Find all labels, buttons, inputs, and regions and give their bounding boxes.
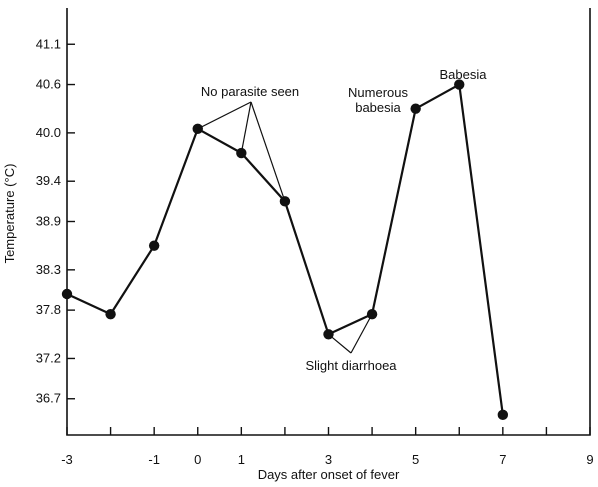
x-tick-label: 1 (238, 452, 245, 467)
annotation-no-parasite: No parasite seen (201, 84, 299, 99)
x-tick-label: 9 (586, 452, 593, 467)
y-tick-label: 39.4 (36, 173, 61, 188)
annotation-numerous-babesia: Numerous babesia (348, 85, 408, 115)
annotation-leader (328, 333, 352, 354)
y-tick-label: 40.6 (36, 77, 61, 92)
annotation-babesia: Babesia (440, 67, 488, 82)
tick-marks: 36.7 37.2 37.8 38.3 38.9 39.4 40.0 40.6 41.1 -3 -1… (36, 36, 594, 467)
y-axis-title: Temperature (°C) (2, 164, 17, 264)
data-point (61, 288, 73, 300)
annotations: No parasite seen Numerous babesia Babesia Sl… (197, 67, 488, 373)
x-tick-label: 3 (325, 452, 332, 467)
annotation-leader (350, 313, 373, 354)
data-point (148, 240, 160, 251)
y-tick-label: 37.8 (36, 302, 61, 317)
y-tick-label: 36.7 (36, 391, 61, 406)
x-axis-title: Days after onset of fever (258, 467, 400, 482)
series-line (66, 83, 504, 416)
x-tick-label: 0 (194, 452, 201, 467)
data-point (410, 103, 421, 114)
data-point (105, 308, 116, 320)
y-tick-label: 38.9 (36, 214, 61, 229)
x-tick-label: 5 (412, 452, 419, 467)
annotation-leader (240, 101, 252, 154)
annotation-leader (250, 101, 286, 202)
x-tick-label: -3 (61, 452, 73, 467)
annotation-leader (197, 101, 252, 130)
x-tick-label: 7 (499, 452, 506, 467)
y-tick-label: 41.1 (36, 36, 61, 51)
annotation-slight-diarrhoea: Slight diarrhoea (305, 358, 397, 373)
data-point (454, 79, 465, 90)
data-point (497, 409, 509, 421)
y-tick-label: 38.3 (36, 262, 61, 277)
data-series (61, 79, 509, 421)
x-tick-label: -1 (148, 452, 160, 467)
y-tick-label: 40.0 (36, 125, 61, 140)
y-tick-label: 37.2 (36, 350, 61, 365)
